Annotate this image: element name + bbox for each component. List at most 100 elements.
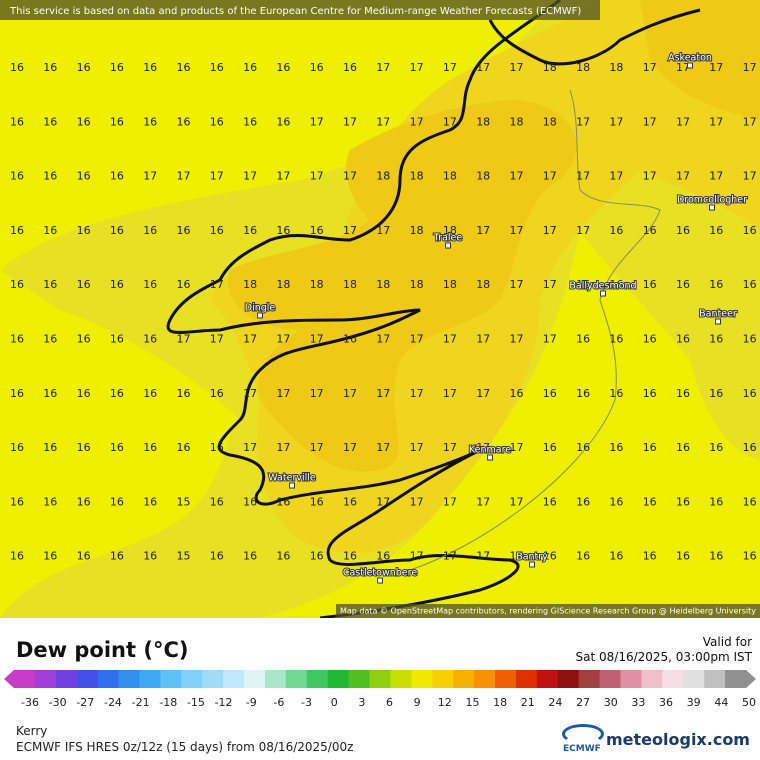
grid-value: 16	[110, 550, 124, 563]
grid-value: 16	[210, 550, 224, 563]
color-bar-tick-label: -27	[76, 696, 95, 709]
grid-value: 17	[376, 115, 390, 128]
grid-value: 16	[77, 387, 91, 400]
grid-value: 17	[276, 387, 290, 400]
grid-value: 16	[10, 61, 24, 74]
grid-value: 17	[410, 115, 424, 128]
color-step	[244, 670, 266, 688]
color-bar-tick-label: 36	[659, 696, 674, 709]
grid-value: 17	[676, 115, 690, 128]
grid-value: 17	[476, 387, 490, 400]
grid-value: 16	[310, 61, 324, 74]
place-marker	[289, 482, 295, 489]
grid-value: 16	[709, 495, 723, 508]
grid-value: 16	[609, 224, 623, 237]
color-bar-tick-label: -12	[214, 696, 233, 709]
grid-value: 16	[177, 387, 191, 400]
grid-value: 17	[643, 170, 657, 183]
color-step	[641, 670, 663, 688]
grid-value: 16	[709, 224, 723, 237]
grid-value: 18	[476, 115, 490, 128]
grid-value: 16	[210, 61, 224, 74]
grid-value: 17	[376, 333, 390, 346]
grid-value: 17	[709, 61, 723, 74]
grid-value: 17	[709, 115, 723, 128]
color-bar-tick-label: -3	[301, 696, 313, 709]
grid-value: 16	[43, 333, 57, 346]
color-bar-tick-label: 39	[686, 696, 701, 709]
grid-value: 16	[676, 387, 690, 400]
grid-value: 17	[243, 333, 257, 346]
color-step	[160, 670, 182, 688]
grid-value: 16	[276, 495, 290, 508]
grid-value: 18	[576, 61, 590, 74]
place-label: Dromcollogher	[677, 195, 747, 206]
grid-value: 18	[376, 170, 390, 183]
grid-value: 17	[576, 224, 590, 237]
grid-value: 16	[343, 61, 357, 74]
grid-value: 16	[177, 224, 191, 237]
grid-value: 16	[43, 115, 57, 128]
color-step	[118, 670, 140, 688]
grid-value: 16	[709, 333, 723, 346]
grid-value: 15	[177, 550, 191, 563]
place-marker	[600, 290, 606, 297]
value-grid: 16 16 16 16 16 16 16 16 16 16 16 17 17 17 17 17 18 18 18 17…	[10, 61, 757, 563]
grid-value: 17	[343, 224, 357, 237]
grid-value: 16	[276, 115, 290, 128]
grid-value: 17	[543, 333, 557, 346]
grid-value: 16	[643, 441, 657, 454]
color-bar-tick-label: -6	[273, 696, 285, 709]
grid-value: 16	[709, 278, 723, 291]
color-step	[704, 670, 726, 688]
grid-value: 17	[609, 170, 623, 183]
grid-value: 16	[376, 550, 390, 563]
color-step	[453, 670, 475, 688]
grid-value: 17	[310, 115, 324, 128]
grid-value: 17	[543, 278, 557, 291]
grid-value: 16	[143, 115, 157, 128]
place-label: Askeaton	[668, 53, 712, 64]
grid-value: 16	[676, 333, 690, 346]
grid-value: 17	[476, 550, 490, 563]
color-bar-tick-label: 15	[465, 696, 480, 709]
bar-end-left	[4, 670, 14, 688]
grid-value: 16	[676, 441, 690, 454]
place-marker	[445, 242, 451, 249]
grid-value: 16	[543, 495, 557, 508]
grid-value: 18	[376, 278, 390, 291]
brand[interactable]: meteologix.com	[606, 730, 750, 749]
place-marker	[687, 62, 693, 69]
legend-title: Dew point (°C)	[16, 638, 189, 662]
bar-end-right	[746, 670, 756, 688]
grid-value: 18	[410, 224, 424, 237]
grid-value: 16	[743, 333, 757, 346]
color-step	[14, 670, 36, 688]
grid-value: 16	[77, 550, 91, 563]
grid-value: 16	[110, 278, 124, 291]
grid-value: 17	[543, 170, 557, 183]
grid-value: 16	[543, 550, 557, 563]
grid-value: 16	[143, 495, 157, 508]
grid-value: 17	[743, 170, 757, 183]
color-bar-tick-label: -21	[131, 696, 150, 709]
color-step	[223, 670, 245, 688]
grid-value: 16	[77, 61, 91, 74]
grid-value: 16	[243, 224, 257, 237]
grid-value: 16	[77, 224, 91, 237]
grid-value: 16	[276, 550, 290, 563]
grid-value: 16	[709, 387, 723, 400]
grid-value: 18	[443, 224, 457, 237]
color-step	[599, 670, 622, 688]
grid-value: 16	[743, 224, 757, 237]
color-step	[34, 670, 57, 688]
grid-value: 17	[743, 61, 757, 74]
coastline	[166, 0, 701, 618]
grid-value: 16	[43, 278, 57, 291]
grid-value: 16	[609, 441, 623, 454]
grid-value: 16	[77, 333, 91, 346]
color-bar-tick-label: 24	[548, 696, 563, 709]
places: Askeaton Tralee Dromcollogher Dingle Ballyde…	[244, 52, 748, 584]
grid-value: 17	[376, 495, 390, 508]
color-bar-tick-label: -30	[48, 696, 67, 709]
